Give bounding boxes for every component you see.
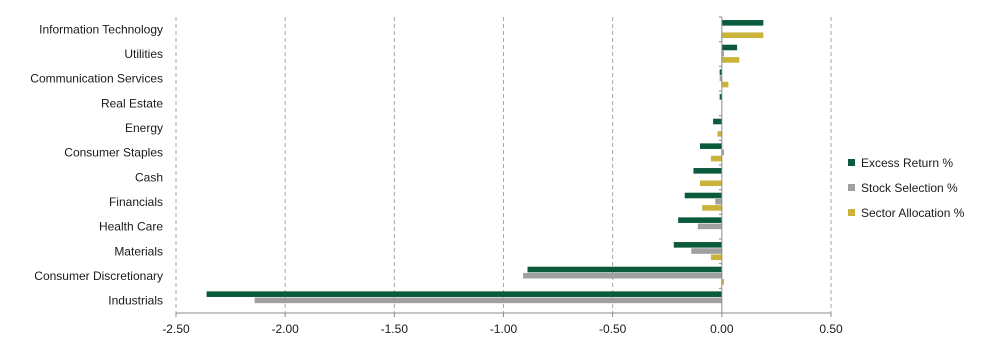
x-tick-label: -2.00: [271, 322, 299, 336]
stock-selection-bar: [715, 198, 722, 205]
category-label: Energy: [125, 121, 163, 135]
legend-label-excess-return: Excess Return %: [861, 155, 954, 170]
x-tick-label: 0.50: [819, 322, 843, 336]
excess-return-bar: [721, 44, 738, 51]
category-label: Consumer Staples: [64, 146, 163, 160]
excess-return-bar: [713, 118, 722, 125]
category-label: Utilities: [124, 47, 163, 61]
excess-return-bar: [719, 94, 722, 100]
x-tick-label: -0.50: [599, 322, 627, 336]
stock-selection-bar: [721, 149, 725, 156]
category-label: Communication Services: [30, 72, 163, 86]
sector-allocation-bar: [702, 205, 722, 211]
excess-return-bar: [678, 217, 722, 223]
legend-item-sector-allocation: Sector Allocation %: [848, 200, 964, 225]
stock-selection-bar: [697, 223, 722, 230]
sector-allocation-bar: [721, 57, 740, 63]
legend-swatch-excess-return: [848, 159, 855, 166]
sector-allocation-bar: [721, 32, 764, 39]
excess-return-bar: [206, 291, 722, 297]
category-label: Information Technology: [39, 22, 163, 36]
excess-return-bar: [700, 143, 722, 149]
category-label: Financials: [109, 195, 163, 209]
stock-selection-bar: [721, 50, 725, 57]
stock-selection-bar: [523, 272, 722, 279]
x-tick-label: -1.00: [490, 322, 518, 336]
legend-label-sector-allocation: Sector Allocation %: [861, 205, 965, 220]
excess-return-bar: [673, 242, 722, 248]
sector-allocation-bar: [717, 131, 722, 137]
category-label: Consumer Discretionary: [34, 269, 163, 283]
sector-allocation-bar: [710, 155, 722, 162]
legend-swatch-stock-selection: [848, 184, 855, 191]
stock-selection-bar: [691, 248, 722, 254]
x-tick-label: -1.50: [381, 322, 409, 336]
stock-selection-bar: [719, 75, 722, 82]
category-label: Materials: [114, 244, 163, 258]
sector-allocation-bar: [700, 180, 722, 187]
legend-label-stock-selection: Stock Selection %: [861, 180, 958, 195]
x-tick-label: -2.50: [162, 322, 190, 336]
excess-return-bar: [527, 266, 722, 273]
sector-allocation-bar: [721, 81, 729, 88]
stock-selection-bar: [254, 297, 722, 304]
excess-return-bar: [721, 20, 764, 26]
x-tick-label: 0.00: [710, 322, 734, 336]
sector-allocation-bar: [721, 279, 725, 285]
legend-swatch-sector-allocation: [848, 209, 855, 216]
category-label: Health Care: [99, 220, 163, 234]
category-label: Industrials: [108, 294, 163, 308]
legend-item-stock-selection: Stock Selection %: [848, 175, 964, 200]
sector-allocation-bar: [710, 254, 722, 261]
category-label: Cash: [135, 170, 163, 184]
legend: Excess Return % Stock Selection % Sector…: [848, 150, 964, 225]
excess-return-bar: [693, 168, 722, 174]
category-label: Real Estate: [101, 96, 163, 110]
legend-item-excess-return: Excess Return %: [848, 150, 964, 175]
excess-return-bar: [719, 69, 722, 75]
excess-return-bar: [684, 192, 722, 199]
